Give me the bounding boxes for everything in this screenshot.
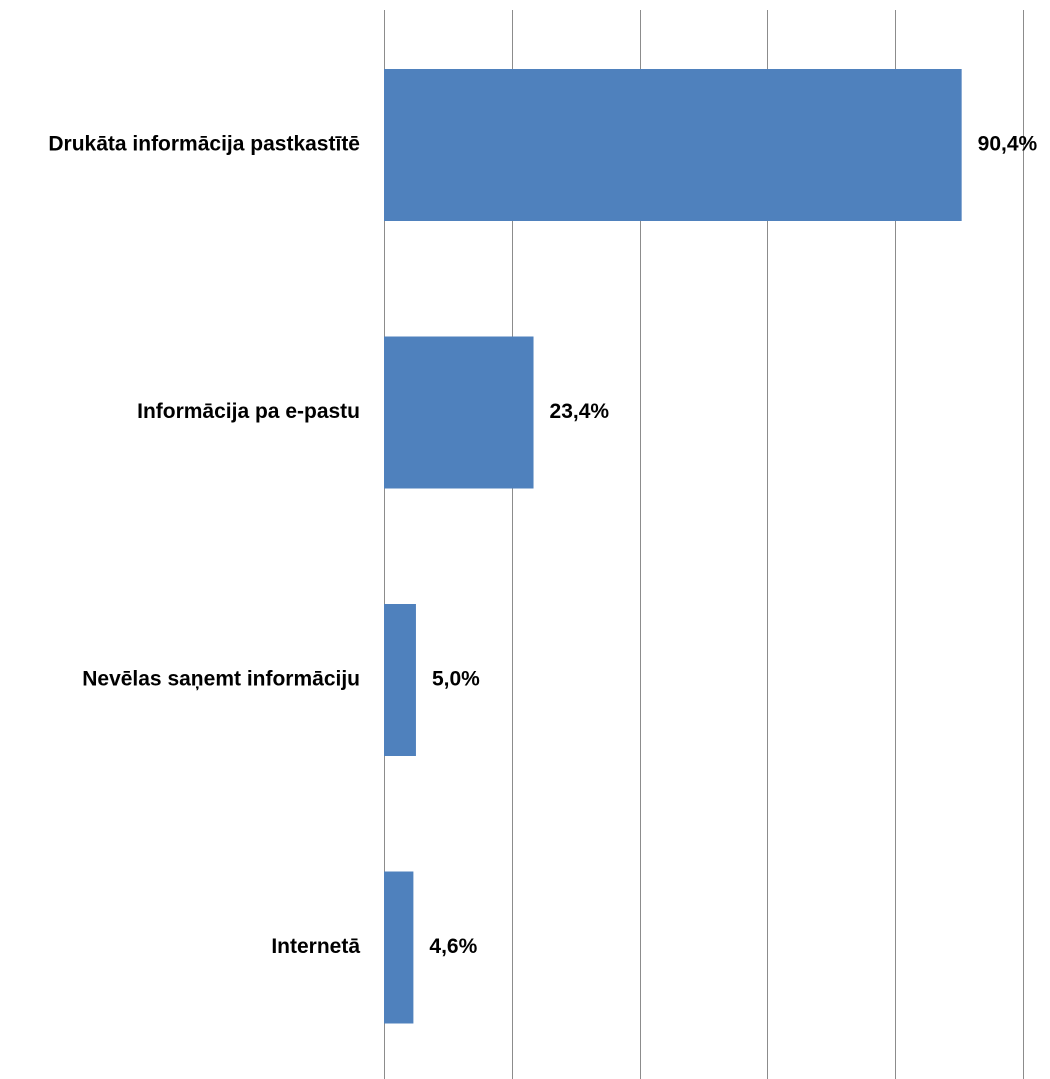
bar-2: [384, 604, 416, 756]
value-label-2: 5,0%: [432, 668, 480, 691]
bar-3: [384, 871, 414, 1024]
bar-0: [384, 69, 962, 221]
category-labels: Drukāta informācija pastkastītē Informāci…: [48, 133, 360, 959]
value-labels: 90,4% 23,4% 5,0% 4,6%: [429, 133, 1037, 959]
value-label-3: 4,6%: [429, 935, 477, 958]
category-label-1: Informācija pa e-pastu: [137, 400, 360, 423]
value-label-1: 23,4%: [550, 400, 610, 423]
value-label-0: 90,4%: [978, 133, 1038, 156]
bar-1: [384, 336, 534, 489]
category-label-3: Internetā: [271, 935, 360, 958]
category-label-0: Drukāta informācija pastkastītē: [48, 133, 360, 156]
category-label-2: Nevēlas saņemt informāciju: [82, 668, 360, 691]
bars: [384, 69, 962, 1024]
